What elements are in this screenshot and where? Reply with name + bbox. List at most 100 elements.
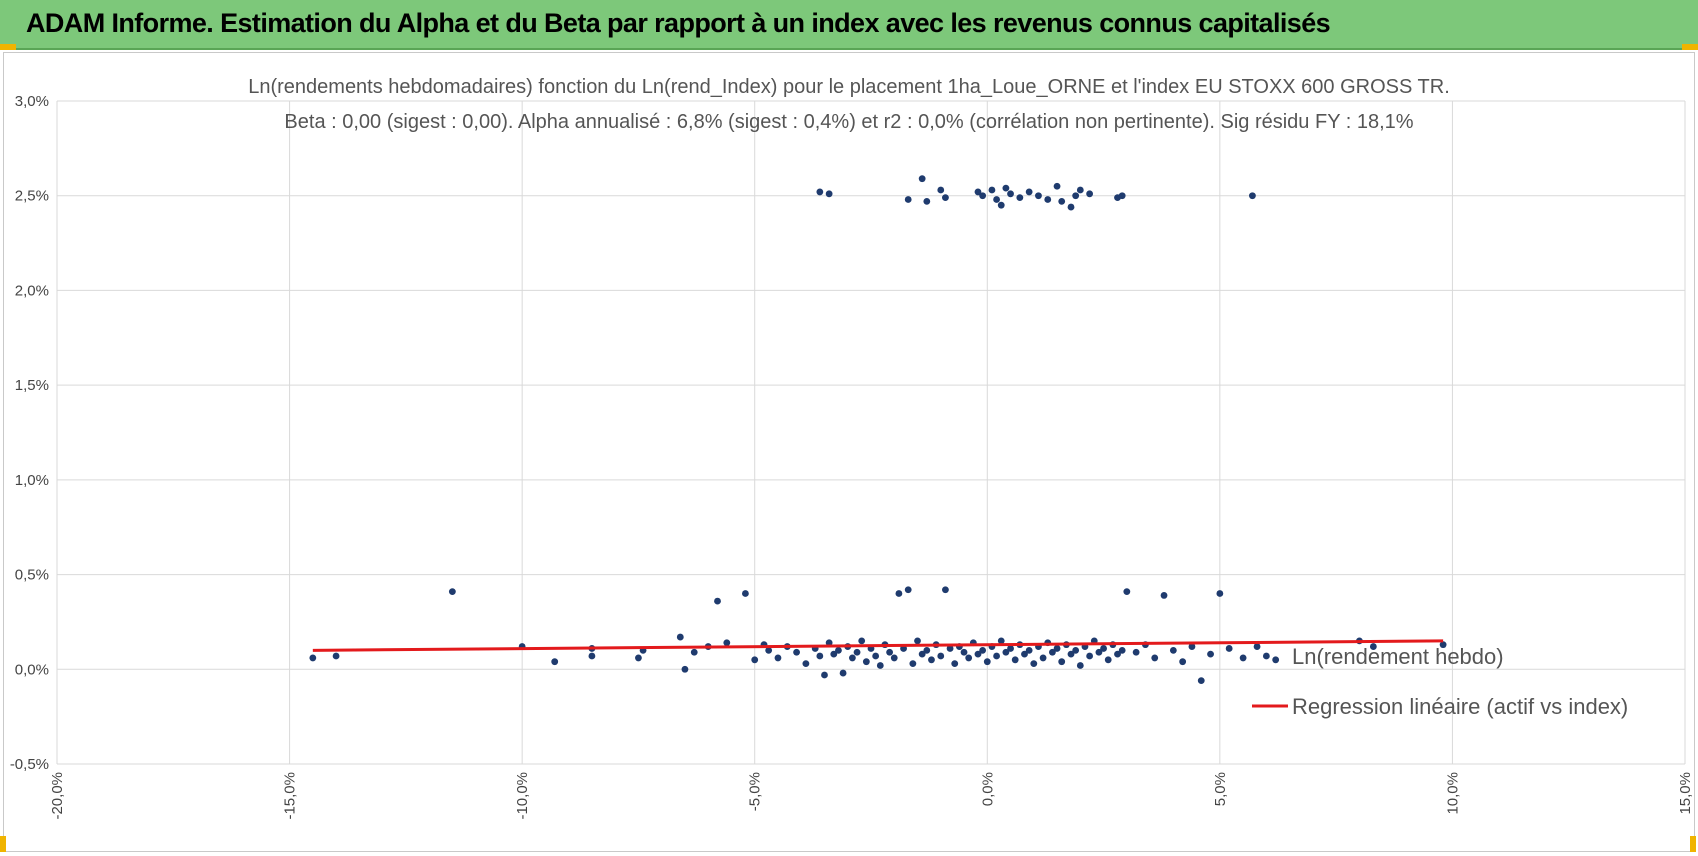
resize-handle-top-right[interactable] bbox=[1682, 44, 1698, 50]
scatter-point bbox=[1272, 656, 1280, 664]
scatter-point bbox=[1216, 590, 1224, 597]
resize-handle-top-left[interactable] bbox=[0, 44, 16, 50]
scatter-point bbox=[1067, 650, 1075, 658]
scatter-point bbox=[923, 646, 931, 654]
x-tick-label: -20,0% bbox=[49, 772, 66, 820]
resize-handle-bottom-right[interactable] bbox=[1690, 836, 1696, 852]
scatter-point bbox=[1207, 650, 1214, 658]
y-tick-label: 3,0% bbox=[15, 93, 49, 110]
scatter-point bbox=[923, 197, 931, 205]
scatter-point bbox=[872, 652, 880, 660]
scatter-point bbox=[1011, 656, 1019, 664]
x-tick-label: -5,0% bbox=[747, 772, 764, 811]
scatter-point bbox=[1007, 190, 1014, 198]
scatter-point bbox=[951, 660, 959, 668]
chart-title-line-1: Ln(rendements hebdomadaires) fonction du… bbox=[248, 76, 1450, 98]
scatter-point bbox=[890, 654, 898, 662]
scatter-point bbox=[830, 650, 838, 658]
scatter-point bbox=[835, 646, 842, 654]
x-tick-label: -10,0% bbox=[514, 772, 531, 820]
scatter-point bbox=[928, 656, 935, 664]
resize-handle-bottom-left[interactable] bbox=[0, 836, 6, 852]
scatter-point bbox=[858, 637, 866, 645]
scatter-point bbox=[1151, 654, 1159, 662]
scatter-point bbox=[765, 646, 773, 654]
scatter-point bbox=[635, 654, 642, 662]
x-tick-label: 0,0% bbox=[979, 772, 996, 806]
y-axis-ticks: 3,0% 2,5% 2,0% 1,5% 1,0% 0,5% 0,0% -0,5% bbox=[10, 93, 49, 773]
title-banner: ADAM Informe. Estimation du Alpha et du … bbox=[0, 0, 1698, 50]
scatter-point bbox=[821, 671, 828, 679]
y-tick-label: -0,5% bbox=[10, 756, 49, 773]
scatter-point bbox=[839, 669, 847, 677]
scatter-point bbox=[1188, 643, 1196, 650]
legend-label-regression: Regression linéaire (actif vs index) bbox=[1292, 694, 1628, 719]
scatter-point bbox=[1114, 650, 1121, 658]
scatter-point bbox=[946, 645, 954, 652]
y-tick-label: 0,5% bbox=[15, 567, 49, 584]
scatter-point bbox=[1053, 182, 1061, 190]
scatter-point bbox=[993, 652, 1000, 660]
scatter-point bbox=[551, 658, 559, 666]
scatter-point bbox=[997, 637, 1005, 645]
scatter-point bbox=[1067, 203, 1075, 211]
legend: Ln(rendement hebdo) Regression linéaire … bbox=[1252, 644, 1628, 719]
scatter-point bbox=[1160, 592, 1168, 599]
scatter-point bbox=[1044, 196, 1052, 203]
scatter-point bbox=[993, 196, 1000, 203]
scatter-point bbox=[848, 654, 856, 662]
scatter-point bbox=[714, 597, 721, 605]
scatter-point bbox=[1118, 192, 1126, 200]
scatter-point bbox=[1072, 646, 1080, 654]
scatter-point bbox=[802, 660, 810, 668]
scatter-point bbox=[1118, 646, 1126, 654]
scatter-point bbox=[1076, 186, 1084, 194]
scatter-point bbox=[1197, 677, 1205, 685]
report-title: ADAM Informe. Estimation du Alpha et du … bbox=[26, 8, 1331, 38]
scatter-point bbox=[1025, 188, 1033, 196]
scatter-point bbox=[1369, 643, 1377, 650]
x-tick-label: -15,0% bbox=[282, 772, 299, 820]
y-tick-label: 2,5% bbox=[15, 188, 49, 205]
scatter-point bbox=[886, 648, 894, 656]
scatter-point bbox=[1002, 648, 1010, 656]
scatter-point bbox=[1035, 192, 1042, 200]
x-tick-label: 10,0% bbox=[1444, 772, 1461, 815]
scatter-point bbox=[690, 648, 698, 656]
scatter-point bbox=[448, 588, 456, 596]
scatter-point bbox=[1007, 645, 1014, 652]
scatter-points bbox=[309, 175, 1447, 685]
chart-title-line-2: Beta : 0,00 (sigest : 0,00). Alpha annua… bbox=[284, 111, 1413, 133]
scatter-point bbox=[1058, 658, 1066, 666]
scatter-point bbox=[904, 586, 912, 594]
scatter-point bbox=[1002, 184, 1010, 192]
scatter-point bbox=[918, 175, 926, 183]
scatter-point bbox=[825, 190, 833, 198]
scatter-point bbox=[774, 654, 782, 662]
scatter-point bbox=[588, 652, 596, 660]
scatter-point bbox=[1086, 652, 1094, 660]
scatter-point bbox=[1049, 648, 1056, 656]
scatter-point bbox=[1179, 658, 1187, 666]
scatter-point bbox=[1225, 645, 1233, 652]
scatter-point bbox=[942, 194, 949, 202]
scatter-point bbox=[974, 650, 982, 658]
scatter-point bbox=[979, 646, 987, 654]
scatter-point bbox=[1039, 654, 1047, 662]
scatter-point bbox=[816, 188, 824, 196]
scatter-point bbox=[853, 648, 861, 656]
scatter-point bbox=[1030, 660, 1038, 668]
scatter-point bbox=[1016, 194, 1024, 202]
scatter-point bbox=[332, 652, 340, 660]
scatter-point bbox=[1169, 646, 1177, 654]
chart-frame bbox=[3, 52, 1695, 852]
y-tick-label: 2,0% bbox=[15, 282, 49, 299]
scatter-point bbox=[918, 650, 926, 658]
scatter-point bbox=[1439, 641, 1447, 649]
scatter-point bbox=[1072, 192, 1080, 200]
scatter-point bbox=[1132, 648, 1140, 656]
y-tick-label: 1,5% bbox=[15, 377, 49, 394]
scatter-point bbox=[1239, 654, 1247, 662]
x-axis-ticks: -20,0% -15,0% -10,0% -5,0% 0,0% 5,0% 10,0% 15,0… bbox=[49, 772, 1694, 820]
scatter-point bbox=[862, 658, 870, 666]
